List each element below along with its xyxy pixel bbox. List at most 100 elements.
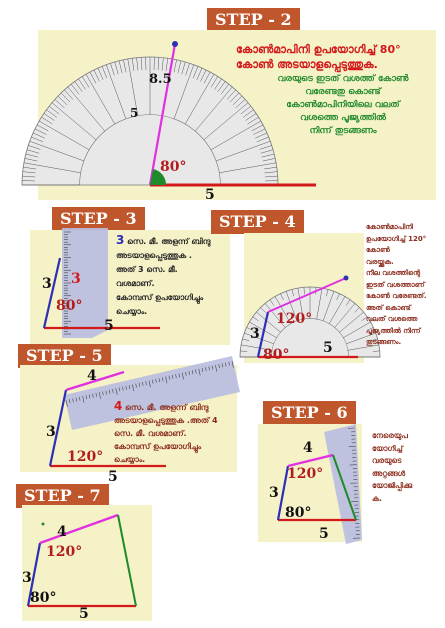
ruler-tick xyxy=(195,369,197,374)
step-6-text: നേരെയുപ യോഗിച്ച് വരയുടെ അറ്റങ്ങൾ യോജിപ്പ… xyxy=(372,430,412,505)
ruler-tick xyxy=(205,367,207,372)
step-7-top-line xyxy=(39,513,119,545)
protractor-tick xyxy=(366,327,374,331)
protractor-tick xyxy=(251,124,264,132)
ruler-tick xyxy=(181,372,184,380)
step-7-closing-line xyxy=(117,514,137,607)
ruler-tick xyxy=(152,379,154,384)
ruler-tick xyxy=(211,365,214,370)
protractor-tick xyxy=(22,175,36,178)
protractor-tick xyxy=(64,89,74,100)
step-4-text-line: ഉപയോഗിച്ച് 120° xyxy=(366,234,427,243)
step-3-text-rest: ചെയ്യാം. xyxy=(116,307,148,316)
step-3-badge: STEP - 3 xyxy=(52,207,145,231)
protractor-tick xyxy=(343,321,371,338)
step-2-badge: STEP - 2 xyxy=(207,8,300,32)
protractor-tick xyxy=(336,293,340,301)
step-4-text: കോൺമാപിനി ഉപയോഗിച്ച് 120° കോൺ വരയ്ക്കുക.… xyxy=(366,222,427,349)
step-6-badge: STEP - 6 xyxy=(263,401,356,425)
step-3-text-line: 3 സെ. മീ. അളന്ന് ബിന്ദു xyxy=(116,233,210,249)
step-2-80-ray xyxy=(148,43,177,186)
ruler-tick xyxy=(231,360,234,368)
protractor-tick xyxy=(347,344,379,351)
step-3-angle: 80° xyxy=(56,298,83,314)
step-6-text-line: വരയുടെ xyxy=(372,456,402,465)
protractor-tick xyxy=(217,81,226,92)
protractor-tick xyxy=(118,60,123,74)
protractor-tick xyxy=(220,83,230,95)
step-4-angle-top: 120° xyxy=(276,311,313,327)
protractor-tick xyxy=(192,66,199,79)
ruler-tick xyxy=(72,398,74,403)
protractor-tick xyxy=(334,303,356,328)
protractor-tick xyxy=(165,58,169,71)
protractor-tick xyxy=(81,76,90,88)
protractor-tick xyxy=(259,145,272,150)
ruler-tick xyxy=(125,385,127,390)
step-6-closing-line xyxy=(332,454,357,521)
protractor-tick xyxy=(177,60,182,74)
protractor-tick xyxy=(214,78,222,90)
step-2-heading-line: കോൺ അടയാളപ്പെടുത്തുക. xyxy=(236,58,378,71)
ruler-tick xyxy=(168,375,171,380)
step-5-text-line: ചെയ്യാം. xyxy=(114,453,218,466)
step-2-angle: 80° xyxy=(160,159,187,175)
protractor-tick xyxy=(41,116,53,125)
protractor-tick xyxy=(256,311,281,333)
protractor-tick xyxy=(229,92,240,103)
ruler-tick xyxy=(221,363,224,368)
ruler-tick xyxy=(165,376,168,384)
step-3-text-line: അടയാളപ്പെടുത്തുക . xyxy=(116,249,210,263)
protractor-tick xyxy=(185,63,190,76)
protractor-tick xyxy=(196,67,203,80)
ruler-tick xyxy=(128,385,131,390)
step-3-text-line: അത് 3 സെ. മീ. xyxy=(116,263,210,277)
protractor-tick xyxy=(245,113,257,121)
protractor-tick xyxy=(23,162,81,174)
protractor-tick xyxy=(24,158,38,162)
protractor-tick xyxy=(181,61,186,75)
protractor-tick xyxy=(123,59,127,73)
protractor-tick xyxy=(345,299,351,306)
step-2-body-line: നിന്ന് തുടങ്ങണം xyxy=(309,126,377,136)
ruler-tick xyxy=(161,377,164,382)
step-4-text-line: തുടങ്ങണം. xyxy=(366,338,402,346)
protractor-tick xyxy=(216,140,271,162)
protractor-tick xyxy=(51,102,97,140)
step-4-text-line: നീല വശത്തിന്റെ xyxy=(366,269,421,277)
step-3-text-line: വശമാണ്. xyxy=(116,277,210,291)
step-5-ruler-ticks xyxy=(65,360,234,407)
protractor-tick xyxy=(46,109,57,118)
protractor-tick xyxy=(105,64,127,119)
protractor-tick xyxy=(264,171,278,174)
protractor-tick xyxy=(140,57,143,71)
protractor-tick xyxy=(280,293,284,301)
protractor-tick xyxy=(157,57,160,71)
protractor-tick xyxy=(173,59,177,73)
protractor-tick xyxy=(32,132,45,139)
step-5-num: 4 xyxy=(114,399,123,413)
step-3-ruler-ticks xyxy=(64,231,71,335)
step-4-side: 3 xyxy=(250,326,260,342)
protractor-tick xyxy=(93,69,100,82)
step-2-ray-point xyxy=(172,41,178,47)
ruler-tick xyxy=(105,390,107,395)
ruler-tick xyxy=(98,392,101,399)
protractor-tick xyxy=(28,145,41,150)
step-5-text-line: കോമ്പസ് ഉപയോഗിച്ചും xyxy=(114,440,218,453)
step-4-text-line: കോൺമാപിനി xyxy=(366,223,413,231)
protractor-tick xyxy=(243,109,254,118)
protractor-tick xyxy=(195,86,233,132)
ruler-tick xyxy=(185,371,187,376)
step-5-text-line: 4 സെ. മീ. അളന്ന് ബിന്ദു xyxy=(114,400,218,414)
step-2-side-mid: 5 xyxy=(130,106,139,120)
step-2-heading: കോൺമാപിനി ഉപയോഗിച്ച് 80° കോൺ അടയാളപ്പെടു… xyxy=(236,42,401,72)
protractor-tick xyxy=(60,92,71,103)
protractor-tick xyxy=(74,81,83,92)
step-3-side-red: 3 xyxy=(71,271,81,287)
step-5-text-rest: സെ. മീ. വശമാണ്. xyxy=(114,429,187,438)
step-5-top-line xyxy=(65,370,125,392)
step-2-base: 5 xyxy=(205,187,215,203)
ruler-tick xyxy=(191,370,194,375)
